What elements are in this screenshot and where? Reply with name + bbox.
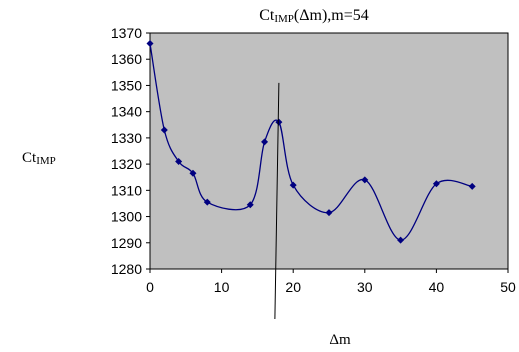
data-point [397,236,405,244]
y-tick-label: 1340 [111,104,142,120]
x-axis-ticks: 0 10 20 30 40 50 [146,269,516,295]
x-tick-label: 20 [285,279,301,295]
x-tick-label: 0 [146,279,154,295]
data-point [160,126,168,134]
chart-title: CtIMP(Δm),m=54 [259,7,369,25]
x-tick-label: 40 [429,279,445,295]
y-tick-label: 1350 [111,77,142,93]
data-point [261,138,269,146]
data-point [468,182,476,190]
x-tick-label: 30 [357,279,373,295]
y-tick-label: 1300 [111,209,142,225]
chart-title-rest: (Δm),m=54 [294,7,369,24]
chart-title-sub: IMP [274,13,294,25]
y-tick-label: 1330 [111,130,142,146]
y-tick-label: 1360 [111,51,142,67]
data-point [146,39,154,47]
y-tick-label: 1310 [111,182,142,198]
series-layer [146,39,476,320]
y-tick-label: 1370 [111,25,142,41]
data-point [203,198,211,206]
data-point [175,157,183,165]
data-point [189,169,197,177]
y-axis-label-sub: IMP [36,155,56,167]
plot-area [149,32,509,270]
data-point [432,180,440,188]
x-tick-label: 10 [214,279,230,295]
data-point [246,201,254,209]
data-point [325,209,333,217]
y-axis-label: CtIMP [22,150,56,167]
y-axis-label-main: Ct [22,150,37,166]
x-tick-label: 50 [500,279,516,295]
y-tick-label: 1280 [111,261,142,277]
y-tick-label: 1320 [111,156,142,172]
x-axis-label: Δm [329,332,351,348]
data-point [275,118,283,126]
data-point [361,176,369,184]
chart-title-main: Ct [259,7,275,24]
reference-line [274,82,280,320]
y-axis-ticks: 1280 1290 1300 1310 1320 1330 1340 1350 1360 1370 [111,25,150,277]
data-point [289,181,297,189]
y-tick-label: 1290 [111,235,142,251]
